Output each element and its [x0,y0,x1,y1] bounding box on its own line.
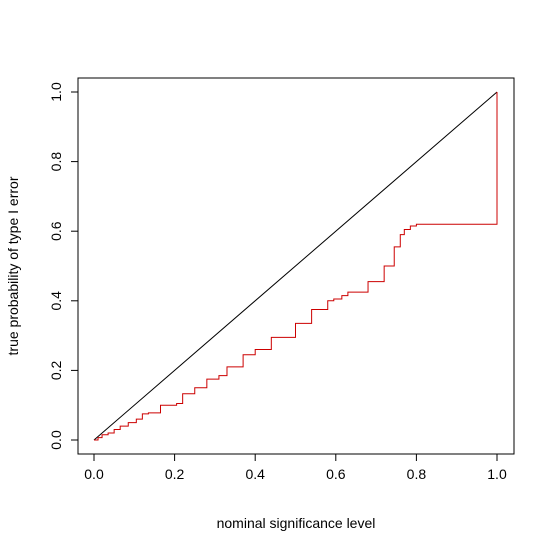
x-axis: 0.0 0.2 0.4 0.6 0.8 1.0 [84,454,507,482]
x-tick-label: 1.0 [487,466,507,482]
x-tick-label: 0.6 [326,466,346,482]
y-axis: 0.0 0.2 0.4 0.6 0.8 1.0 [48,82,78,450]
y-axis-label: true probability of type I error [5,176,21,355]
y-tick-label: 0.4 [48,291,64,311]
x-tick-label: 0.0 [84,466,104,482]
x-axis-label: nominal significance level [217,515,376,531]
x-tick-label: 0.4 [245,466,265,482]
plot-area [93,91,498,441]
y-tick-label: 1.0 [48,82,64,102]
y-tick-label: 0.6 [48,221,64,241]
plot-frame [77,77,515,455]
diagonal-reference-line [93,91,498,441]
y-tick-label: 0.8 [48,152,64,172]
y-tick-label: 0.0 [48,430,64,450]
type-i-error-step-line [94,92,498,441]
y-tick-label: 0.2 [48,360,64,380]
x-tick-label: 0.8 [407,466,427,482]
x-tick-label: 0.2 [165,466,185,482]
